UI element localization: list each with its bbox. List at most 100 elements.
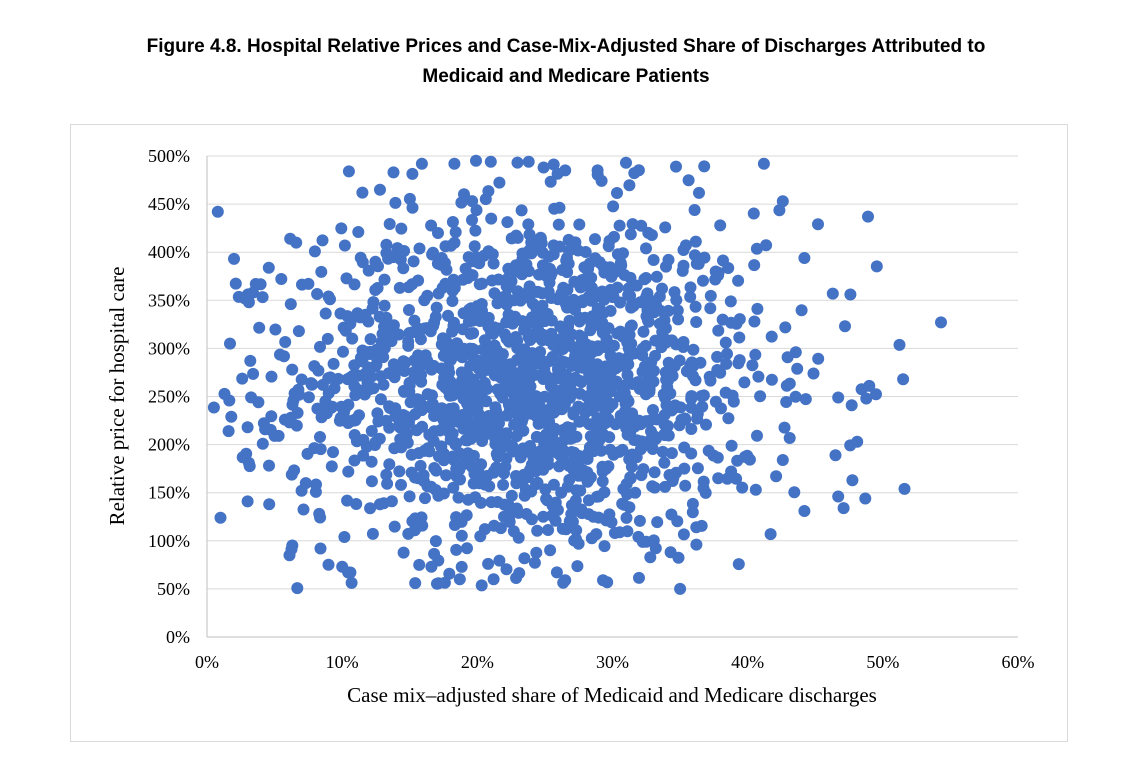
data-point bbox=[630, 279, 643, 292]
data-point bbox=[247, 367, 260, 380]
data-point bbox=[636, 342, 649, 355]
data-point bbox=[773, 204, 786, 217]
data-point bbox=[540, 492, 553, 505]
data-point bbox=[558, 381, 571, 394]
data-point bbox=[432, 577, 445, 590]
data-point bbox=[640, 272, 652, 284]
data-point bbox=[548, 445, 561, 458]
data-point bbox=[466, 214, 478, 226]
data-point bbox=[567, 406, 580, 419]
data-point bbox=[314, 431, 326, 443]
data-point bbox=[733, 354, 746, 367]
data-point bbox=[621, 428, 634, 441]
data-point bbox=[542, 250, 555, 263]
data-point bbox=[408, 354, 421, 367]
data-point bbox=[454, 473, 466, 486]
data-point bbox=[562, 332, 575, 344]
data-point bbox=[545, 314, 558, 327]
data-point bbox=[446, 350, 459, 363]
data-point bbox=[680, 365, 693, 378]
data-point bbox=[695, 390, 708, 402]
data-point bbox=[656, 445, 669, 458]
data-point bbox=[322, 558, 335, 571]
data-point bbox=[346, 332, 359, 345]
data-point bbox=[585, 294, 598, 307]
data-point bbox=[222, 425, 235, 438]
data-point bbox=[623, 289, 636, 302]
data-point bbox=[554, 320, 567, 333]
data-point bbox=[748, 315, 761, 328]
data-point bbox=[789, 346, 802, 359]
data-point bbox=[776, 454, 789, 466]
data-point bbox=[689, 235, 702, 248]
data-point bbox=[600, 369, 613, 382]
data-point bbox=[714, 219, 727, 232]
data-point bbox=[644, 551, 657, 564]
data-point bbox=[476, 435, 489, 447]
axes bbox=[206, 156, 1018, 638]
data-point bbox=[314, 340, 326, 353]
data-point bbox=[552, 364, 565, 377]
data-point bbox=[556, 522, 569, 535]
data-point bbox=[383, 458, 396, 471]
data-point bbox=[365, 425, 378, 437]
data-point bbox=[437, 447, 450, 460]
data-point bbox=[631, 376, 644, 389]
data-point bbox=[540, 369, 553, 382]
data-point bbox=[456, 323, 469, 336]
data-point bbox=[509, 331, 522, 343]
data-point bbox=[363, 383, 376, 396]
data-point bbox=[516, 263, 529, 276]
data-point bbox=[637, 325, 650, 338]
data-point bbox=[726, 389, 739, 402]
data-point bbox=[487, 429, 500, 442]
data-point bbox=[470, 204, 483, 217]
data-point bbox=[316, 234, 329, 247]
data-point bbox=[464, 359, 477, 372]
data-point bbox=[380, 468, 393, 481]
data-point bbox=[598, 293, 611, 306]
data-point bbox=[432, 489, 445, 502]
data-point bbox=[688, 204, 701, 216]
data-point bbox=[501, 509, 514, 522]
data-point bbox=[313, 507, 326, 520]
data-point bbox=[254, 278, 267, 291]
data-point bbox=[348, 429, 361, 441]
data-point bbox=[518, 552, 531, 565]
data-point bbox=[598, 540, 611, 553]
data-point bbox=[749, 348, 762, 361]
data-point bbox=[707, 449, 720, 462]
data-point bbox=[397, 262, 410, 275]
data-point bbox=[685, 447, 698, 460]
data-point bbox=[311, 288, 324, 300]
data-point bbox=[712, 472, 725, 485]
data-point bbox=[522, 218, 535, 231]
data-point bbox=[751, 302, 764, 315]
data-point bbox=[370, 343, 383, 356]
data-point bbox=[445, 411, 457, 424]
data-point bbox=[382, 252, 395, 265]
data-point bbox=[537, 161, 550, 174]
data-point bbox=[442, 309, 454, 322]
data-point bbox=[619, 405, 632, 418]
data-point bbox=[274, 348, 286, 361]
data-point bbox=[362, 264, 375, 277]
data-point bbox=[502, 398, 515, 411]
data-point bbox=[516, 412, 529, 425]
data-point bbox=[615, 259, 628, 272]
data-point bbox=[596, 475, 609, 488]
y-axis-title: Relative price for hospital care bbox=[105, 267, 129, 526]
data-point bbox=[583, 368, 596, 381]
data-point bbox=[342, 465, 355, 478]
data-point bbox=[490, 461, 503, 474]
data-point bbox=[603, 267, 616, 280]
data-point bbox=[764, 528, 777, 541]
data-point bbox=[448, 454, 461, 467]
data-point bbox=[671, 515, 684, 528]
data-point bbox=[443, 567, 456, 580]
data-point bbox=[653, 317, 666, 330]
data-point bbox=[469, 224, 482, 237]
data-point bbox=[599, 404, 612, 417]
data-point bbox=[677, 259, 690, 272]
data-point bbox=[228, 252, 240, 265]
